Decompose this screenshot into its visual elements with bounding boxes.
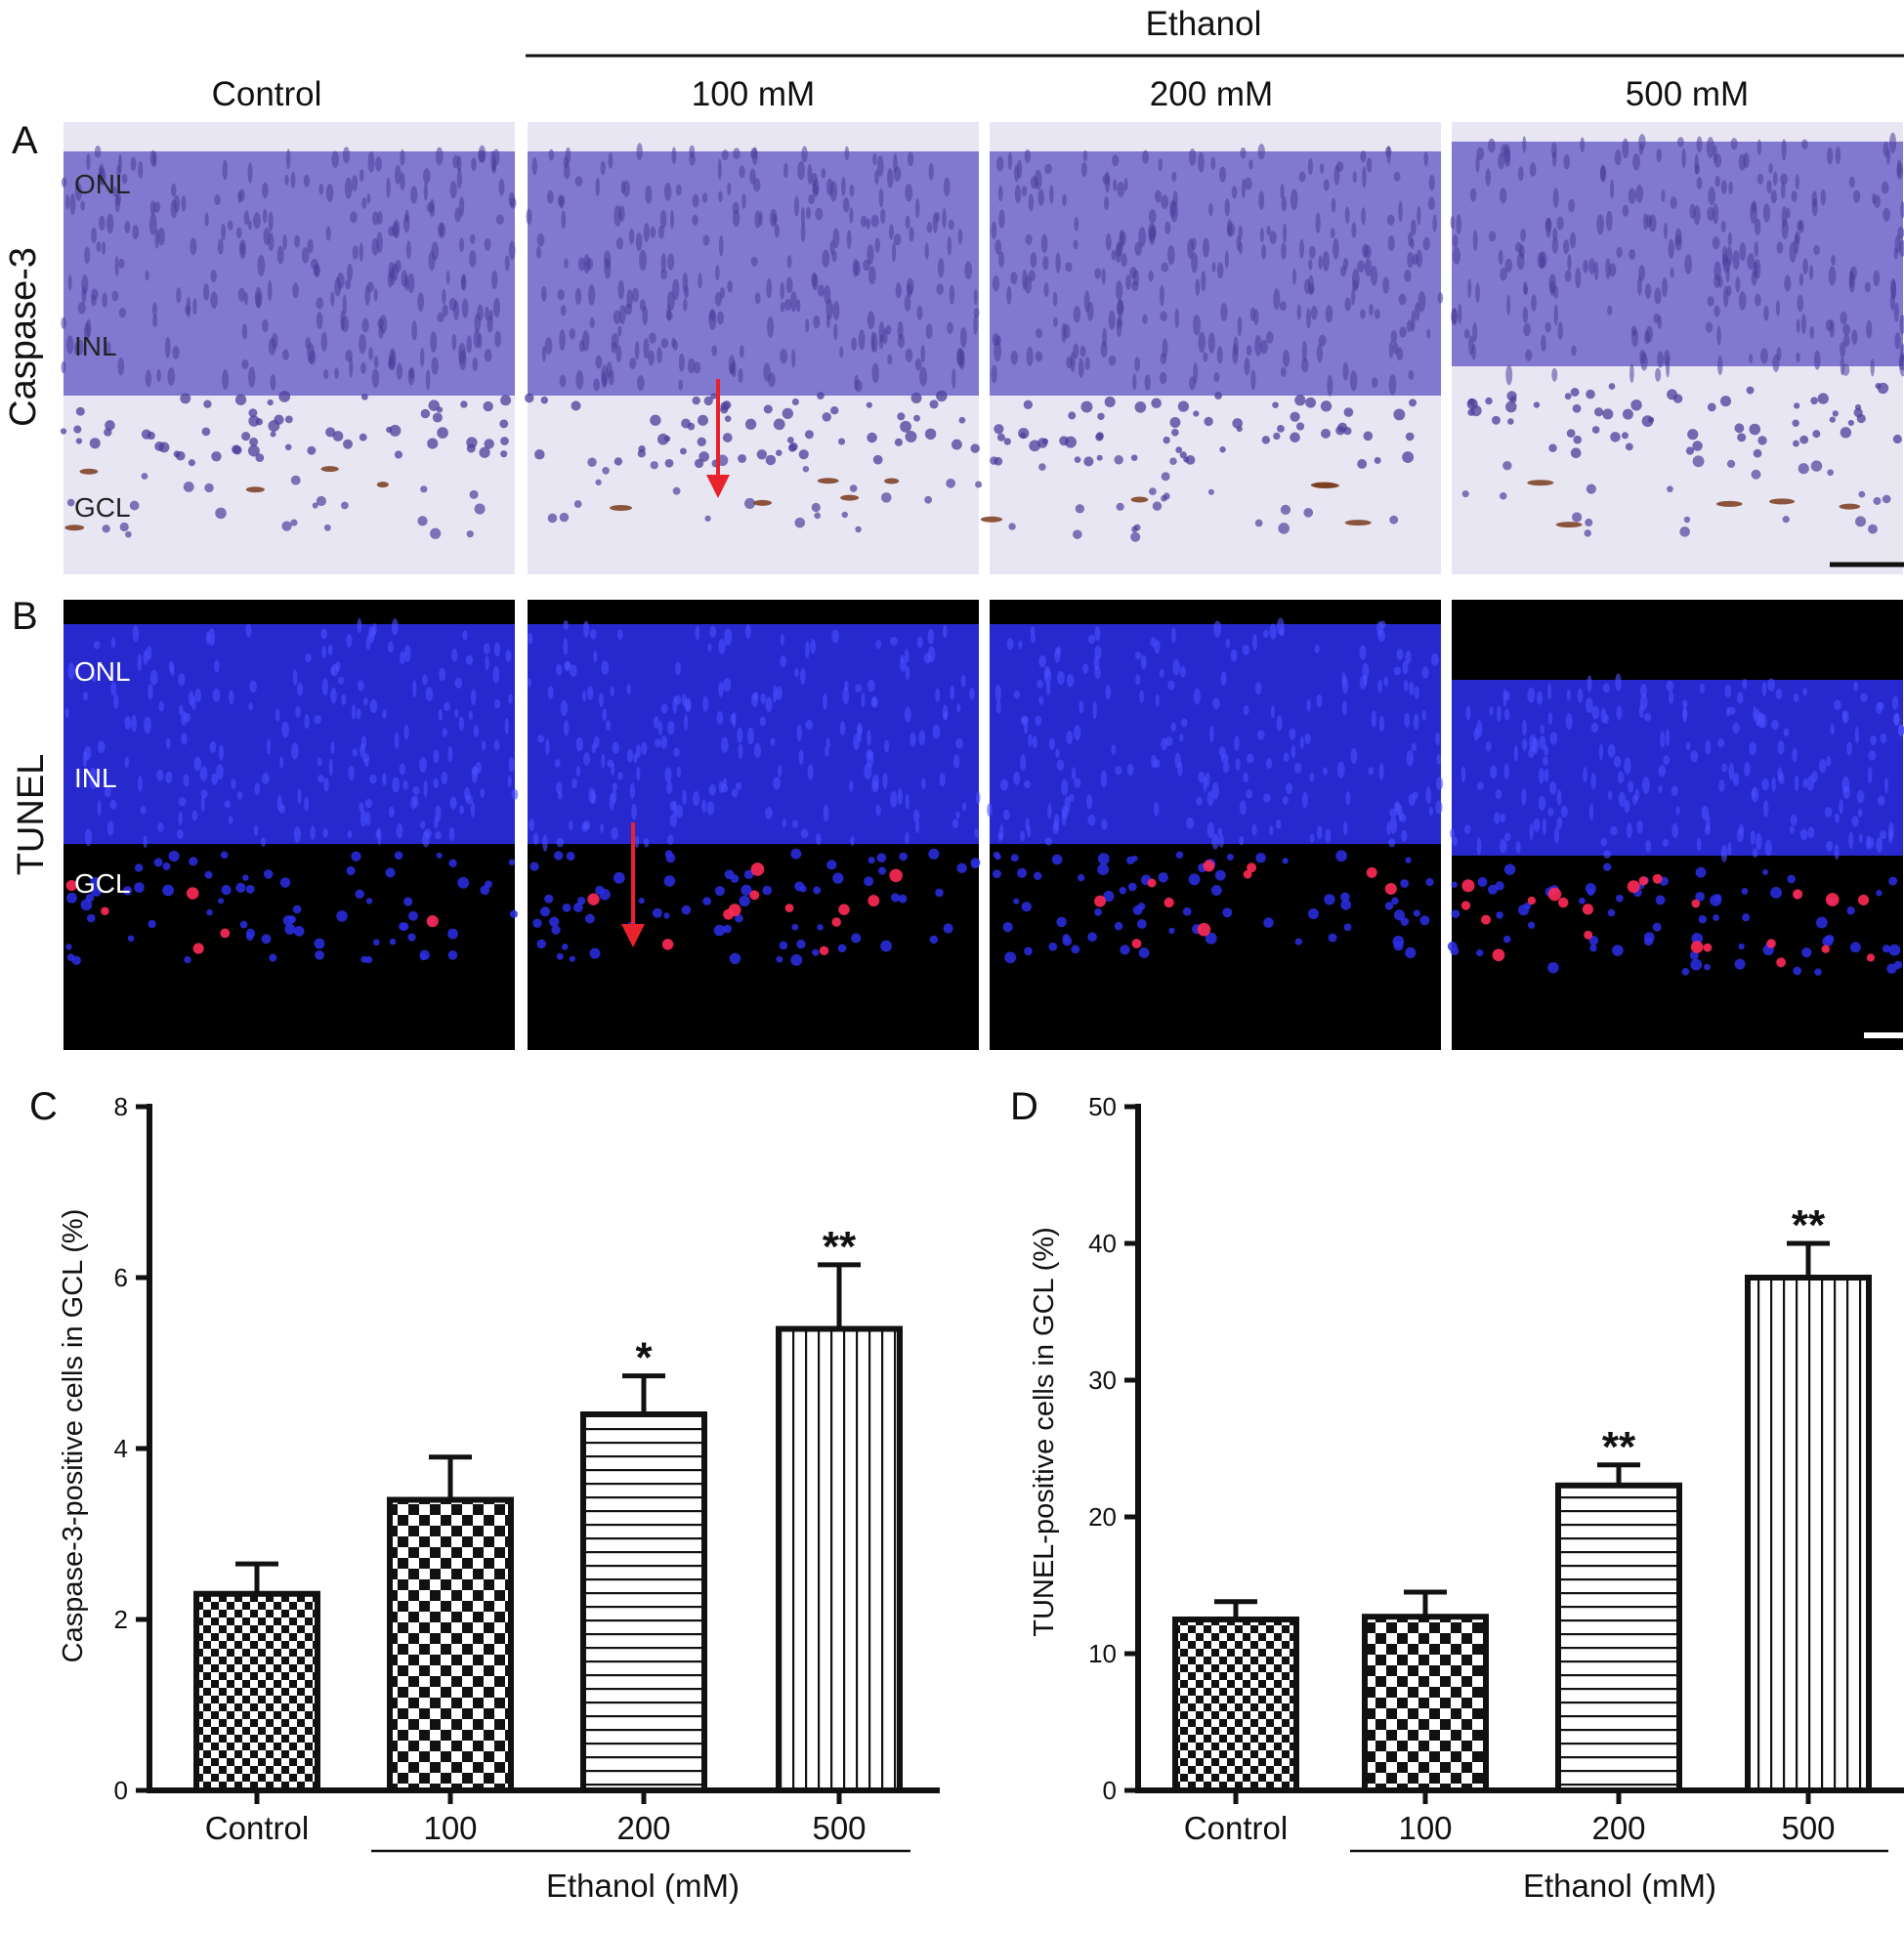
chart-d: D TUNEL-positive cells in GCL (%) Ethano…: [1010, 1085, 1904, 1904]
significance-label: **: [1792, 1201, 1826, 1249]
he-panel: [60, 122, 517, 574]
significance-label: *: [635, 1334, 653, 1382]
he-micrographs: [60, 122, 1904, 574]
bar: [776, 1325, 903, 1793]
column-label-200mm: 200 mM: [1150, 75, 1273, 113]
tunel-panel: [1447, 600, 1904, 1050]
column-label-100mm: 100 mM: [692, 75, 815, 113]
y-tick-label: 0: [114, 1776, 128, 1805]
layer-label-inl: INL: [74, 331, 117, 361]
layer-label-gcl: GCL: [74, 492, 131, 523]
y-tick-label: 0: [1103, 1776, 1117, 1805]
tunel-panel: [527, 600, 981, 1050]
x-tick-label: Control: [205, 1810, 309, 1846]
bar: [193, 1590, 320, 1793]
y-tick-label: 2: [114, 1605, 128, 1634]
tunel-panel: [63, 600, 519, 1050]
y-tick-label: 30: [1088, 1366, 1117, 1395]
y-axis-title: Caspase-3-positive cells in GCL (%): [58, 1209, 89, 1663]
x-tick-label: Control: [1184, 1810, 1288, 1846]
panel-letter-c: C: [29, 1085, 58, 1128]
x-tick-label: 500: [812, 1810, 866, 1846]
column-header: Ethanol Control 100 mM 200 mM 500 mM: [212, 5, 1904, 113]
bar: [1745, 1275, 1872, 1793]
significance-label: **: [1602, 1423, 1636, 1471]
bars: ** **: [1172, 1201, 1872, 1794]
chart-c: C Caspase-3-positive cells in GCL (%) Et…: [29, 1085, 940, 1904]
y-tick-label: 10: [1088, 1639, 1117, 1668]
y-tick-label: 40: [1088, 1229, 1117, 1258]
tunel-panel: [987, 600, 1444, 1050]
he-panel: [525, 122, 983, 574]
column-label-500mm: 500 mM: [1626, 75, 1749, 113]
y-tick-label: 8: [114, 1092, 128, 1121]
x-axis-labels: Control 100 200 500: [1184, 1810, 1836, 1846]
x-tick-label: 500: [1781, 1810, 1835, 1846]
row-b-tunel: B TUNEL ONL INL GCL: [11, 595, 1904, 1050]
panel-letter-d: D: [1010, 1085, 1038, 1128]
x-axis-title: Ethanol (mM): [546, 1868, 740, 1904]
y-axis-ticks: 0 2 4 6 8: [114, 1092, 149, 1805]
row-label-caspase3: Caspase-3: [3, 247, 44, 427]
layer-label-inl: INL: [74, 763, 117, 793]
row-label-tunel: TUNEL: [11, 754, 52, 876]
significance-label: **: [823, 1223, 857, 1271]
layer-label-onl: ONL: [74, 656, 131, 687]
x-tick-label: 200: [1591, 1810, 1645, 1846]
x-axis-labels: Control 100 200 500: [205, 1810, 867, 1846]
axes: [1135, 1104, 1904, 1804]
panel-letter-a: A: [12, 119, 38, 162]
y-axis-ticks: 0 10 20 30 40 50: [1088, 1092, 1138, 1805]
bar: [580, 1411, 707, 1793]
he-panel: [980, 122, 1444, 574]
he-panel: [1450, 122, 1904, 574]
y-tick-label: 6: [114, 1263, 128, 1292]
y-tick-label: 50: [1088, 1092, 1117, 1121]
ethanol-group-label: Ethanol: [1146, 5, 1262, 43]
x-tick-label: 200: [616, 1810, 670, 1846]
layer-label-onl: ONL: [74, 169, 131, 199]
bar: [1172, 1617, 1299, 1793]
tunel-micrographs: [63, 600, 1904, 1050]
x-tick-label: 100: [1398, 1810, 1452, 1846]
bar: [387, 1496, 514, 1793]
bar: [1555, 1482, 1682, 1794]
x-tick-label: 100: [423, 1810, 477, 1846]
x-axis-title: Ethanol (mM): [1523, 1868, 1716, 1904]
axes: [147, 1104, 940, 1804]
layer-label-gcl: GCL: [74, 868, 131, 899]
row-a-caspase3: A Caspase-3 ONL INL GCL: [3, 119, 1904, 574]
panel-letter-b: B: [12, 595, 38, 638]
column-label-control: Control: [212, 75, 322, 113]
y-tick-label: 4: [114, 1434, 128, 1463]
y-axis-title: TUNEL-positive cells in GCL (%): [1029, 1227, 1060, 1637]
bar: [1362, 1614, 1489, 1793]
bars: ***: [193, 1223, 903, 1793]
y-tick-label: 20: [1088, 1502, 1117, 1532]
